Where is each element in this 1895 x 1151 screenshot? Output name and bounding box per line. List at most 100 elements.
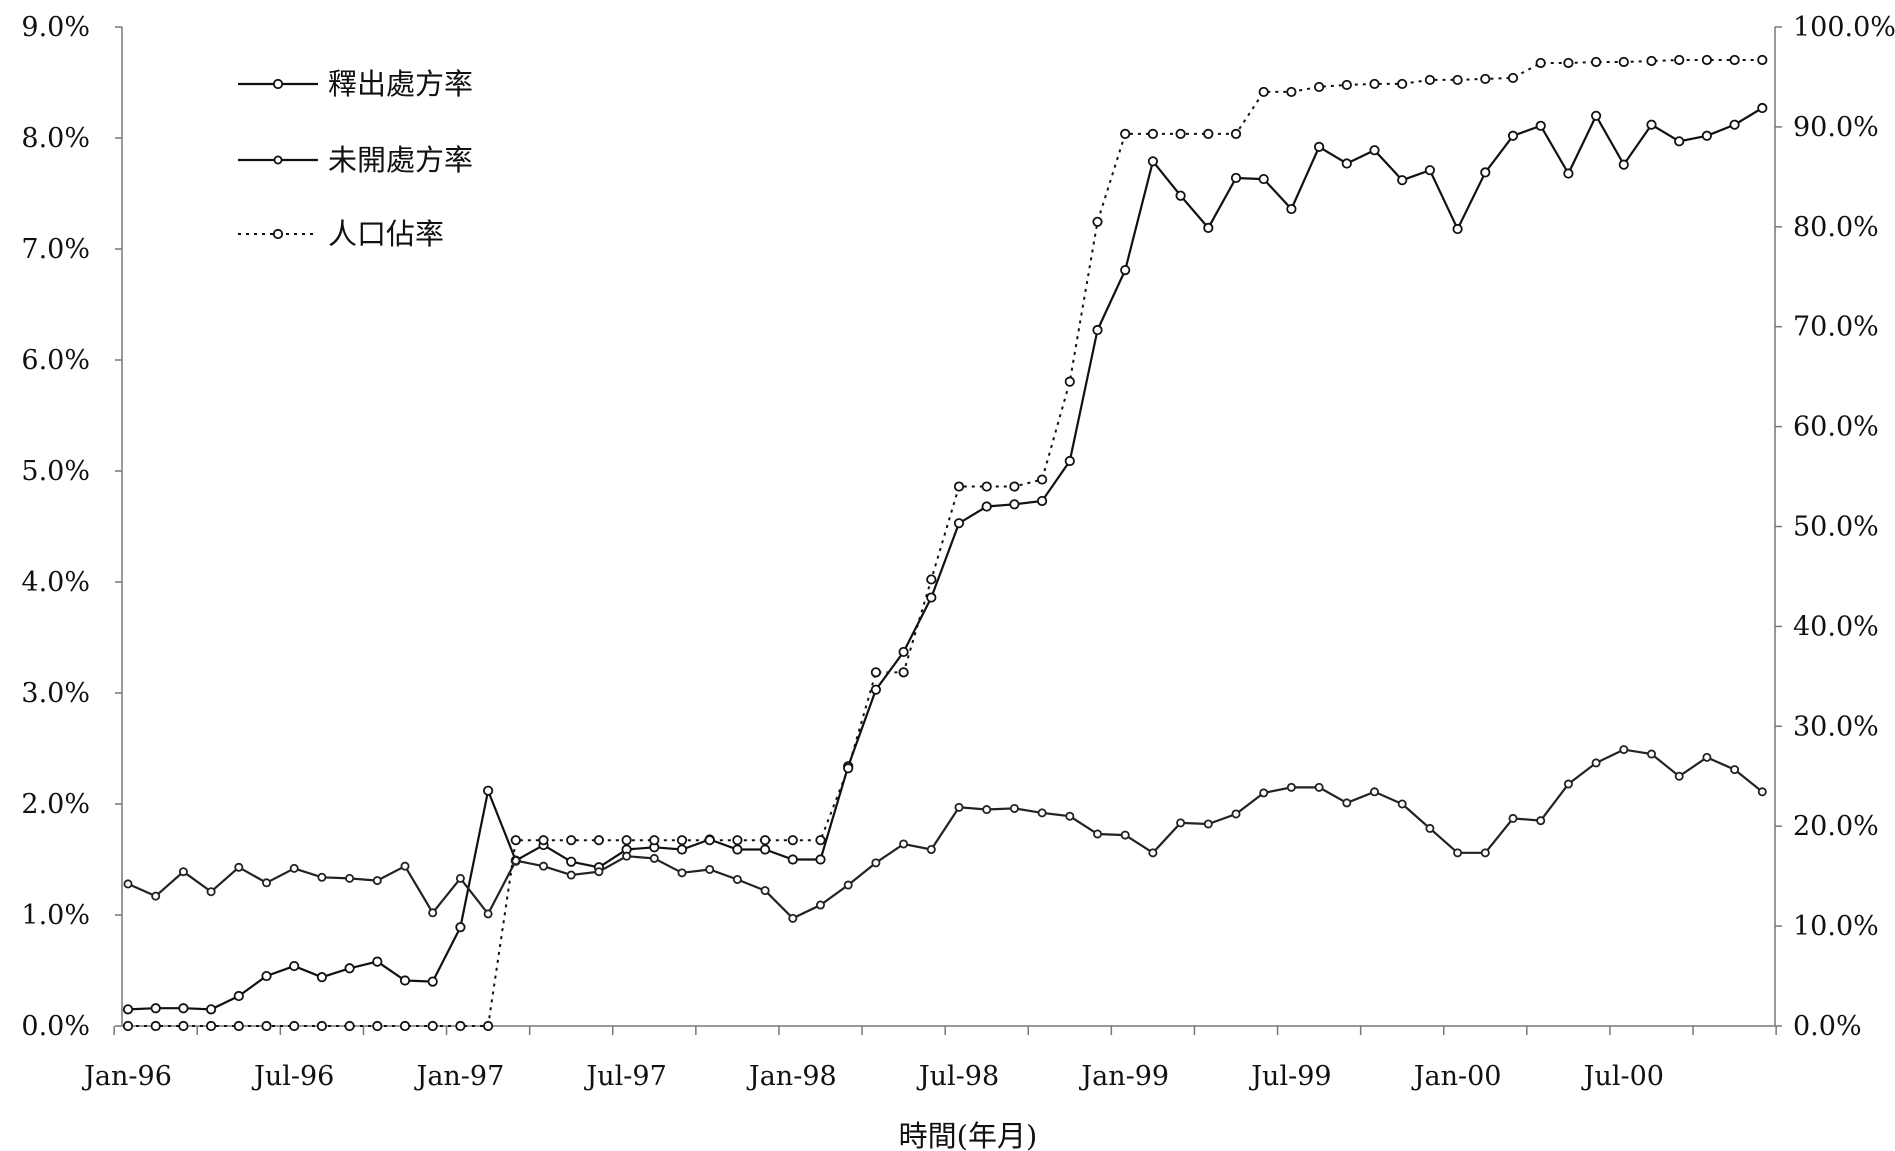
- series-1-point: [1258, 173, 1269, 185]
- y-right-tick-label: 20.0%: [1793, 811, 1879, 842]
- series-1-point: [1563, 168, 1574, 179]
- y-left-tick-label: 9.0%: [21, 12, 90, 43]
- series-1-point: [233, 990, 244, 1002]
- series-1-point: [261, 970, 272, 982]
- series-1-point: [1009, 499, 1020, 510]
- series-1-point: [1092, 324, 1103, 336]
- series-2-point: [1009, 803, 1019, 813]
- series-3-point: [1037, 474, 1048, 485]
- series-2-point: [1231, 809, 1241, 819]
- series-1-point: [1729, 119, 1740, 130]
- series-1-point: [1037, 495, 1048, 507]
- series-2-point: [982, 805, 992, 815]
- series-2-point: [1425, 823, 1435, 833]
- series-layer: [122, 54, 1768, 1032]
- series-2-point: [289, 863, 299, 873]
- series-2-point: [151, 891, 161, 901]
- series-3-point: [510, 835, 521, 846]
- series-2-point: [372, 876, 382, 886]
- series-3-point: [676, 835, 688, 846]
- x-tick-label: Jul-98: [916, 1061, 999, 1092]
- legend-label-2: 未開處方率: [328, 143, 473, 177]
- series-3-point: [1175, 128, 1186, 139]
- series-1-point: [344, 963, 355, 974]
- series-1-point: [926, 592, 937, 603]
- series-2-point: [649, 853, 659, 863]
- series-3-point: [1535, 57, 1546, 69]
- series-1-point: [1203, 222, 1214, 234]
- series-1-point: [759, 844, 771, 855]
- series-2-point: [123, 879, 133, 889]
- series-1-point: [150, 1003, 161, 1014]
- x-tick-label: Jan-00: [1411, 1061, 1502, 1092]
- series-1-point: [482, 785, 494, 796]
- x-tick-label: Jan-96: [81, 1061, 172, 1092]
- series-1-point: [1064, 455, 1075, 467]
- legend-marker-1: [272, 78, 284, 90]
- series-2-point: [483, 909, 493, 919]
- series-3-point: [1452, 74, 1463, 86]
- y-left-tick-label: 4.0%: [21, 567, 90, 598]
- y-right-tick-label: 80.0%: [1793, 212, 1879, 243]
- series-2-point: [816, 900, 826, 910]
- series-1-point: [1507, 130, 1519, 141]
- series-2-point: [317, 872, 327, 882]
- series-1-point: [815, 854, 826, 865]
- series-3-point: [843, 763, 854, 774]
- series-2-point: [1176, 818, 1186, 828]
- series-1-point: [1591, 110, 1602, 121]
- series-2-point: [843, 880, 853, 890]
- series-3-point: [1203, 128, 1214, 139]
- series-2-point: [760, 886, 770, 896]
- series-2-point: [1037, 808, 1047, 818]
- series-2-point: [400, 861, 410, 871]
- series-2-point: [1757, 787, 1767, 797]
- series-2-point: [954, 802, 964, 812]
- series-3-point: [289, 1020, 300, 1032]
- x-tick-label: Jul-00: [1581, 1061, 1664, 1092]
- series-1-point: [1314, 141, 1325, 152]
- series-1-point: [1757, 102, 1768, 114]
- series-2-point: [1065, 811, 1075, 821]
- series-3-point: [870, 667, 882, 678]
- series-3-point: [1341, 79, 1352, 91]
- series-3-point: [1618, 56, 1629, 68]
- series-2-point: [1203, 819, 1213, 829]
- series-3-point: [150, 1020, 161, 1032]
- series-2-point: [594, 867, 604, 877]
- series-1-point: [1175, 190, 1186, 201]
- series-2-point: [1674, 771, 1684, 781]
- series-2-point: [926, 845, 936, 855]
- series-3-point: [953, 481, 965, 492]
- series-3-point: [1729, 54, 1740, 66]
- series-3-point: [538, 835, 549, 846]
- series-1-point: [1618, 159, 1629, 170]
- series-1-point: [1535, 120, 1546, 131]
- series-3-point: [1563, 57, 1574, 69]
- y-right-tick-label: 100.0%: [1793, 12, 1895, 43]
- series-2-point: [1342, 798, 1352, 808]
- y-left-tick-label: 1.0%: [21, 900, 90, 931]
- series-2-point: [871, 858, 881, 868]
- series-3-point: [1258, 86, 1269, 98]
- series-1-point: [1397, 175, 1408, 186]
- series-2-point: [677, 868, 687, 878]
- series-3-point: [759, 835, 771, 846]
- legend-label-1: 釋出處方率: [328, 67, 473, 101]
- series-2-point: [1619, 745, 1629, 755]
- y-right-tick-label: 70.0%: [1793, 312, 1879, 343]
- y-left-tick-label: 5.0%: [21, 456, 90, 487]
- series-1-point: [870, 684, 882, 695]
- x-tick-label: Jan-98: [746, 1061, 837, 1092]
- series-2-point: [1508, 813, 1518, 823]
- series-1-point: [1452, 223, 1463, 235]
- x-tick-label: Jan-97: [414, 1061, 505, 1092]
- series-3-point: [566, 835, 577, 846]
- y-left-tick-label: 0.0%: [21, 1011, 90, 1042]
- series-3-point: [898, 667, 909, 678]
- series-3-point: [344, 1020, 355, 1032]
- legend-label-3: 人口佔率: [328, 217, 444, 251]
- series-1-point: [316, 972, 327, 983]
- series-1-point: [1230, 172, 1242, 184]
